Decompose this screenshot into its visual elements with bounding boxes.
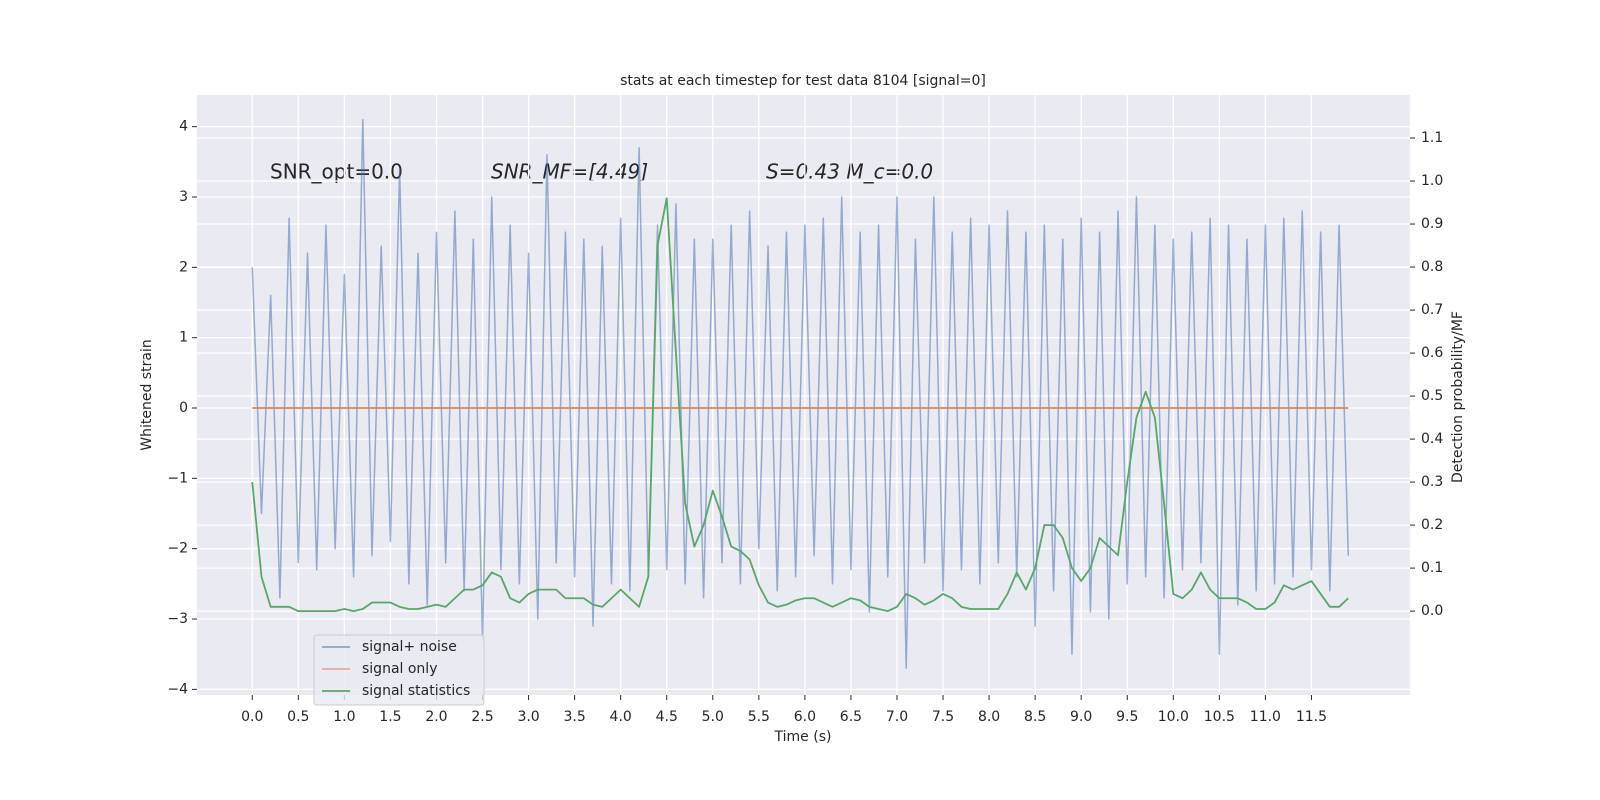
y2-tick-label: 0.2	[1421, 517, 1443, 533]
y2-axis-label: Detection probability/MF	[1450, 311, 1466, 483]
y-axis-label: Whitened strain	[139, 339, 155, 450]
y-tick-label: −4	[167, 681, 188, 697]
annotation: S=0.43 M_c=0.0	[766, 160, 933, 184]
x-tick-label: 3.5	[563, 709, 585, 725]
x-tick-label: 3.0	[517, 709, 539, 725]
legend-label: signal only	[362, 661, 437, 677]
x-tick-label: 5.5	[748, 709, 770, 725]
y-tick-label: 1	[179, 330, 188, 346]
x-tick-label: 2.0	[425, 709, 447, 725]
x-tick-label: 1.5	[379, 709, 401, 725]
y-tick-label: −1	[167, 470, 188, 486]
y2-tick-label: 0.1	[1421, 560, 1443, 576]
series-line	[251, 118, 1350, 670]
x-tick-label: 4.0	[610, 709, 632, 725]
x-tick-label: 11.5	[1296, 709, 1327, 725]
y-tick-label: −3	[167, 611, 188, 627]
series-line	[251, 197, 1349, 613]
x-tick-label: 1.0	[333, 709, 355, 725]
x-tick-label: 2.5	[471, 709, 493, 725]
y-tick-label: 4	[179, 119, 188, 135]
y-tick-label: −2	[167, 541, 188, 557]
y2-tick-label: 0.0	[1421, 603, 1443, 619]
chart-title: stats at each timestep for test data 810…	[620, 73, 986, 89]
x-tick-label: 9.5	[1116, 709, 1138, 725]
y2-tick-label: 0.8	[1421, 259, 1443, 275]
x-tick-label: 0.0	[241, 709, 263, 725]
x-tick-label: 0.5	[287, 709, 309, 725]
x-tick-label: 11.0	[1250, 709, 1281, 725]
y2-tick-label: 0.5	[1421, 388, 1443, 404]
y2-tick-label: 1.1	[1421, 130, 1443, 146]
x-tick-label: 6.5	[840, 709, 862, 725]
x-tick-label: 6.0	[794, 709, 816, 725]
x-tick-label: 7.5	[932, 709, 954, 725]
y2-tick-label: 0.9	[1421, 216, 1443, 232]
annotation: SNR_opt=0.0	[270, 160, 403, 184]
x-tick-label: 9.0	[1070, 709, 1092, 725]
y2-tick-label: 0.7	[1421, 302, 1443, 318]
y-tick-label: 0	[179, 400, 188, 416]
x-tick-label: 8.0	[978, 709, 1000, 725]
y2-tick-label: 0.6	[1421, 345, 1443, 361]
y-tick-label: 3	[179, 189, 188, 205]
y-tick-label: 2	[179, 259, 188, 275]
legend-label: signal+ noise	[362, 639, 457, 655]
annotation: SNR_MF=[4.49]	[491, 160, 648, 184]
y2-tick-label: 0.4	[1421, 431, 1443, 447]
legend-label: signal statistics	[362, 683, 470, 699]
legend: signal+ noise signal only signal statistic…	[313, 634, 485, 706]
x-axis-label: Time (s)	[774, 729, 832, 745]
x-tick-label: 10.0	[1158, 709, 1189, 725]
legend-box	[313, 634, 485, 706]
x-tick-label: 5.0	[702, 709, 724, 725]
x-tick-label: 8.5	[1024, 709, 1046, 725]
x-tick-label: 7.0	[886, 709, 908, 725]
x-tick-label: 4.5	[656, 709, 678, 725]
y2-tick-label: 0.3	[1421, 474, 1443, 490]
y2-tick-label: 1.0	[1421, 173, 1443, 189]
plot-area	[197, 95, 1410, 695]
x-tick-label: 10.5	[1204, 709, 1235, 725]
